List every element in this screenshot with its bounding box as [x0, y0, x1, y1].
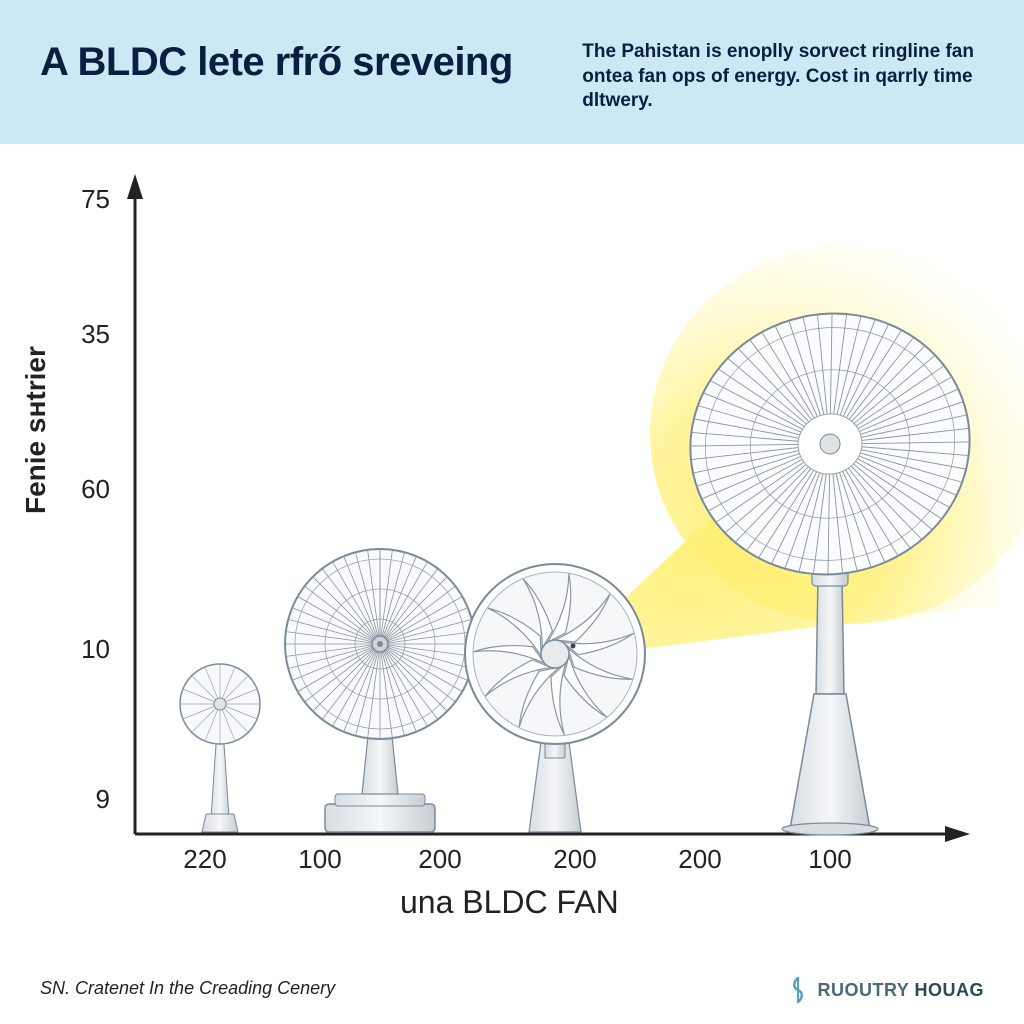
- logo-text: RUOUTRY HOUAG: [817, 980, 984, 1001]
- chart-svg: [0, 144, 1024, 944]
- header: A BLDC lete rfrő sreveing The Pahistan i…: [0, 0, 1024, 144]
- y-tick: 75: [50, 184, 110, 215]
- x-tick: 200: [678, 844, 721, 875]
- logo-text-2: HOUAG: [915, 980, 985, 1000]
- x-tick: 200: [553, 844, 596, 875]
- fan-2: [285, 549, 475, 832]
- y-tick: 9: [50, 784, 110, 815]
- chart-area: Fenie sнtrier una BLDC FAN 75 35 60 10 9…: [0, 144, 1024, 944]
- y-tick: 35: [50, 319, 110, 350]
- footer-source: SN. Cratenet In the Creading Cenery: [40, 978, 335, 999]
- x-axis-label: una BLDC FAN: [400, 884, 619, 921]
- x-tick: 220: [183, 844, 226, 875]
- y-axis-label: Fenie sнtrier: [20, 346, 52, 514]
- fan-1: [180, 664, 260, 832]
- title-prefix: A: [40, 40, 78, 84]
- y-ticks: 75 35 60 10 9: [50, 144, 110, 944]
- x-tick: 100: [298, 844, 341, 875]
- y-tick: 60: [50, 474, 110, 505]
- page-subtitle: The Pahistan is enoplly sorvect ringline…: [562, 40, 984, 114]
- x-tick: 100: [808, 844, 851, 875]
- title-bldc: BLDC: [78, 40, 187, 84]
- fan-3: [465, 564, 645, 832]
- x-tick: 200: [418, 844, 461, 875]
- brand-logo: RUOUTRY HOUAG: [787, 976, 984, 1004]
- page-title: A BLDC lete rfrő sreveing: [40, 40, 562, 85]
- y-tick: 10: [50, 634, 110, 665]
- logo-text-1: RUOUTRY: [817, 980, 909, 1000]
- title-suffix: lete rfrő sreveing: [187, 40, 513, 84]
- logo-icon: [787, 976, 809, 1004]
